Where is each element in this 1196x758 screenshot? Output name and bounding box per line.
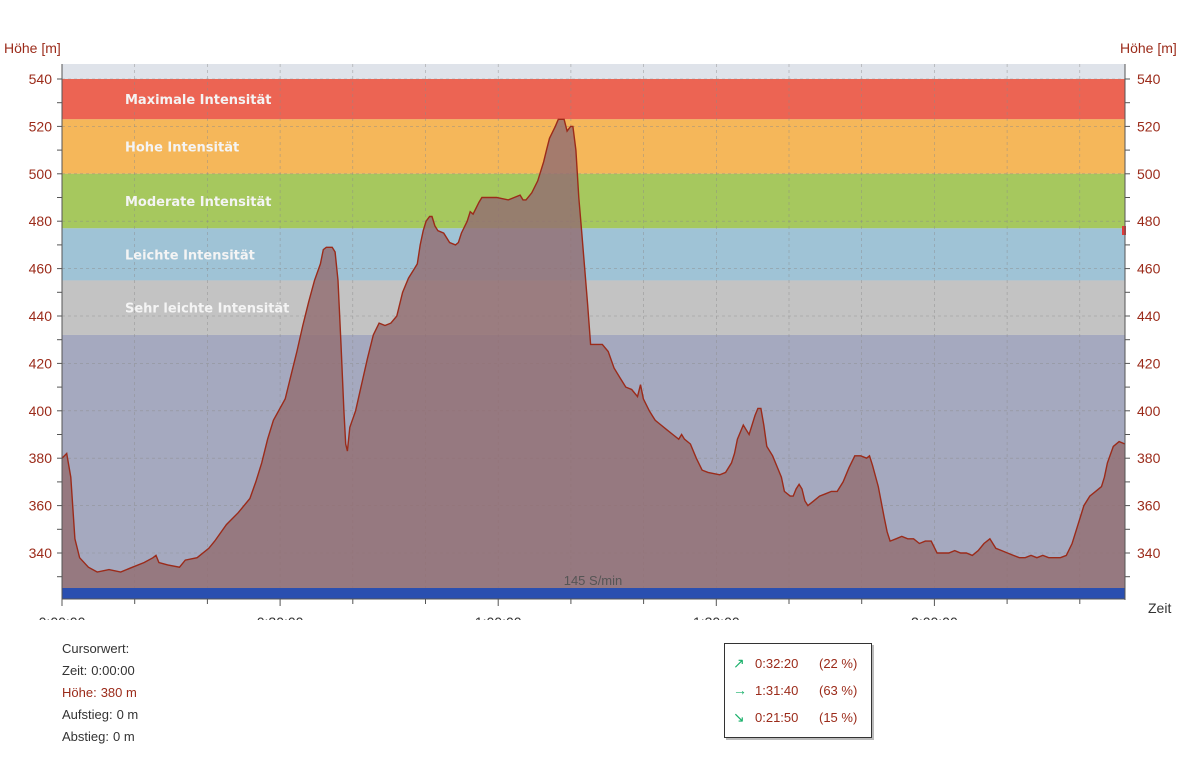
y-tick-label-left: 360 bbox=[29, 498, 53, 514]
y-tick-label-right: 520 bbox=[1137, 118, 1161, 134]
cursor-title: Cursorwert: bbox=[62, 641, 130, 656]
y-tick-label-right: 340 bbox=[1137, 545, 1161, 561]
zone-label: Maximale Intensität bbox=[125, 93, 271, 108]
y-axis-title-left: Höhe [m] bbox=[4, 40, 61, 56]
zone-band bbox=[62, 173, 1125, 229]
y-tick-label-left: 380 bbox=[29, 450, 53, 466]
y-tick-label-right: 540 bbox=[1137, 71, 1161, 87]
zone-band bbox=[62, 228, 1125, 281]
y-tick-label-left: 460 bbox=[29, 261, 53, 277]
y-tick-label-right: 500 bbox=[1137, 166, 1161, 182]
cursor-hoehe-value: 380 m bbox=[100, 685, 137, 700]
zone-band bbox=[62, 119, 1125, 174]
y-tick-label-right: 480 bbox=[1137, 213, 1161, 229]
zone-label: Hohe Intensität bbox=[125, 141, 239, 156]
arrow-up-right-icon: ↗ bbox=[733, 654, 745, 671]
x-axis-title: Zeit bbox=[1148, 600, 1171, 616]
x-tick-label: 0:00:00 bbox=[39, 614, 86, 620]
y-tick-label-left: 340 bbox=[29, 545, 53, 561]
y-tick-label-right: 420 bbox=[1137, 355, 1161, 371]
zone-label: Leichte Intensität bbox=[125, 248, 255, 263]
cursor-aufstieg-label: Aufstieg: bbox=[62, 707, 113, 722]
y-tick-label-left: 420 bbox=[29, 355, 53, 371]
y-tick-label-left: 480 bbox=[29, 213, 53, 229]
stat-percent: (22 %) bbox=[819, 655, 858, 671]
zone-label: Moderate Intensität bbox=[125, 195, 272, 210]
x-tick-label: 2:00:00 bbox=[911, 614, 958, 620]
stat-row-descent: ↘ 0:21:50 (15 %) bbox=[733, 707, 857, 727]
stat-time: 1:31:40 bbox=[755, 682, 799, 698]
x-tick-label: 0:30:00 bbox=[257, 614, 304, 620]
y-tick-label-right: 360 bbox=[1137, 498, 1161, 514]
stat-time: 0:32:20 bbox=[755, 655, 799, 671]
cursor-zeit-label: Zeit: bbox=[62, 663, 88, 678]
stat-percent: (63 %) bbox=[819, 682, 858, 698]
stat-row-ascent: ↗ 0:32:20 (22 %) bbox=[733, 653, 857, 673]
cursor-hoehe-label: Höhe: bbox=[62, 685, 97, 700]
elevation-line bbox=[61, 118, 1126, 573]
y-tick-label-left: 500 bbox=[29, 166, 53, 182]
stats-panel: ↗ 0:32:20 (22 %) → 1:31:40 (63 %) ↘ 0:21… bbox=[724, 643, 872, 738]
elevation-chart: Maximale Intensität Hohe Intensität Modera… bbox=[4, 40, 1177, 620]
cadence-bar bbox=[62, 588, 1125, 599]
cursor-panel: Cursorwert: Zeit: 0:00:00 Höhe: 380 m Aufs… bbox=[62, 638, 138, 748]
y-tick-label-right: 380 bbox=[1137, 450, 1161, 466]
zone-label: Sehr leichte Intensität bbox=[125, 302, 289, 317]
y-tick-label-left: 540 bbox=[29, 71, 53, 87]
y-tick-label-right: 400 bbox=[1137, 403, 1161, 419]
elevation-area bbox=[62, 119, 1125, 600]
zone-band bbox=[62, 280, 1125, 335]
stat-percent: (15 %) bbox=[819, 709, 858, 725]
y-tick-label-left: 400 bbox=[29, 403, 53, 419]
arrow-down-right-icon: ↘ bbox=[733, 708, 745, 725]
y-axis-title-right: Höhe [m] bbox=[1120, 40, 1177, 56]
cursor-marker bbox=[1122, 226, 1126, 235]
x-tick-label: 1:30:00 bbox=[693, 614, 740, 620]
zone-band bbox=[62, 79, 1125, 120]
y-tick-label-left: 440 bbox=[29, 308, 53, 324]
y-tick-label-right: 460 bbox=[1137, 261, 1161, 277]
cursor-abstieg-label: Abstieg: bbox=[62, 729, 109, 744]
y-tick-label-left: 520 bbox=[29, 118, 53, 134]
arrow-right-icon: → bbox=[733, 682, 747, 698]
cursor-zeit-value: 0:00:00 bbox=[91, 663, 135, 678]
cursor-aufstieg-value: 0 m bbox=[116, 707, 139, 722]
stat-row-flat: → 1:31:40 (63 %) bbox=[733, 680, 857, 700]
x-tick-label: 1:00:00 bbox=[475, 614, 522, 620]
cadence-label: 145 S/min bbox=[564, 573, 623, 588]
y-tick-label-right: 440 bbox=[1137, 308, 1161, 324]
stat-time: 0:21:50 bbox=[755, 709, 799, 725]
cursor-abstieg-value: 0 m bbox=[112, 729, 135, 744]
